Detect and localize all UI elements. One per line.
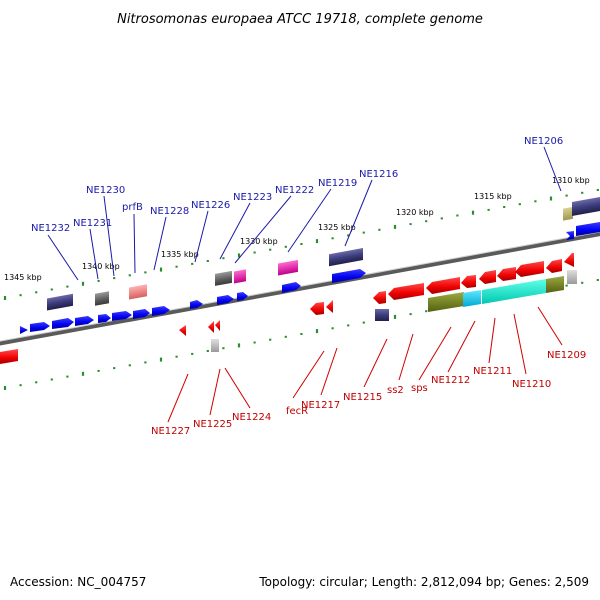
scale-label-1310: 1310 kbp (552, 176, 590, 185)
gene-label-ne1212: NE1212 (431, 375, 470, 386)
gene-arrow[interactable] (497, 267, 516, 281)
scale-label-1340: 1340 kbp (82, 262, 120, 271)
map-title: Nitrosomonas europaea ATCC 19718, comple… (117, 12, 483, 27)
gene-arrow[interactable] (326, 300, 333, 313)
gene-arrow[interactable] (112, 311, 132, 321)
gene-label-ne1210: NE1210 (512, 379, 551, 390)
gene-arrow[interactable] (0, 349, 18, 364)
gene-label-ne1231: NE1231 (73, 218, 112, 229)
gene-label-ne1225: NE1225 (193, 419, 232, 430)
gene-block[interactable] (428, 292, 464, 312)
gene-block[interactable] (463, 290, 481, 307)
gene-label-ss2: ss2 (387, 385, 404, 396)
gene-label-ne1215: NE1215 (343, 392, 382, 403)
gene-arrow[interactable] (282, 282, 301, 293)
gene-block[interactable] (278, 259, 298, 276)
scale-label-1320: 1320 kbp (396, 208, 434, 217)
gene-arrow[interactable] (98, 314, 111, 323)
gene-label-ne1219: NE1219 (318, 178, 357, 189)
gene-arrow[interactable] (215, 320, 220, 331)
gene-block[interactable] (215, 270, 232, 286)
gene-label-ne1228: NE1228 (150, 206, 189, 217)
gene-label-sps: sps (411, 383, 428, 394)
gene-arrow[interactable] (576, 222, 600, 236)
gene-label-ne1232: NE1232 (31, 223, 70, 234)
gene-block[interactable] (546, 276, 564, 293)
gene-label-prfb: prfB (122, 202, 143, 213)
gene-label-ne1224: NE1224 (232, 412, 271, 423)
gene-arrow[interactable] (75, 316, 94, 326)
gene-arrow[interactable] (52, 318, 74, 329)
gene-arrow[interactable] (479, 270, 496, 284)
gene-label-ne1217: NE1217 (301, 400, 340, 411)
gene-arrow[interactable] (564, 253, 574, 267)
gene-arrow[interactable] (426, 277, 460, 294)
scale-labels: 1345 kbp 1340 kbp 1335 kbp 1330 kbp 1325… (4, 176, 590, 282)
scale-label-1345: 1345 kbp (4, 273, 42, 282)
gene-arrow[interactable] (237, 292, 248, 301)
gene-arrow[interactable] (388, 283, 424, 300)
gene-block[interactable] (95, 291, 109, 306)
forward-gene-labels: NE1206 NE1216 NE1219 NE1222 NE1223 NE122… (31, 136, 563, 281)
scale-label-1325: 1325 kbp (318, 223, 356, 232)
gene-label-ne1230: NE1230 (86, 185, 125, 196)
gene-label-ne1206: NE1206 (524, 136, 563, 147)
gene-block[interactable] (563, 206, 573, 221)
gene-block[interactable] (129, 284, 147, 300)
gene-block[interactable] (47, 293, 73, 311)
scale-ticks-forward (3, 189, 599, 300)
gene-label-ne1227: NE1227 (151, 426, 190, 437)
gene-arrow[interactable] (208, 321, 214, 333)
accession-label: Accession: NC_004757 (10, 575, 146, 589)
gene-label-ne1211: NE1211 (473, 366, 512, 377)
gene-arrow[interactable] (332, 269, 366, 283)
gene-label-ne1216: NE1216 (359, 169, 398, 180)
gene-arrow[interactable] (20, 326, 28, 334)
gene-arrow[interactable] (461, 275, 476, 288)
gene-label-fecr: fecR (286, 406, 308, 417)
gene-block[interactable] (329, 248, 363, 267)
gene-block[interactable] (234, 269, 246, 284)
gene-label-ne1209: NE1209 (547, 350, 586, 361)
gene-block[interactable] (482, 279, 546, 304)
scale-label-1315: 1315 kbp (474, 192, 512, 201)
gene-block[interactable] (375, 309, 389, 321)
gene-arrow[interactable] (179, 325, 186, 336)
gene-block[interactable] (211, 339, 219, 352)
topology-label: Topology: circular; Length: 2,812,094 bp… (258, 575, 589, 589)
reverse-gene-labels: NE1209 NE1210 NE1211 NE1212 sps ss2 NE12… (151, 306, 586, 437)
gene-arrow[interactable] (152, 306, 170, 316)
gene-block[interactable] (567, 270, 577, 284)
scale-label-1335: 1335 kbp (161, 250, 199, 259)
gene-label-ne1226: NE1226 (191, 200, 230, 211)
gene-label-ne1222: NE1222 (275, 185, 314, 196)
scale-label-1330: 1330 kbp (240, 237, 278, 246)
gene-arrow[interactable] (133, 309, 150, 319)
gene-arrow[interactable] (217, 295, 234, 305)
gene-label-ne1223: NE1223 (233, 192, 272, 203)
reverse-strand-genes (0, 253, 577, 364)
gene-arrow[interactable] (546, 259, 562, 273)
gene-arrow[interactable] (515, 261, 544, 277)
gene-arrow[interactable] (30, 322, 50, 332)
gene-arrow[interactable] (373, 291, 386, 304)
gene-arrow[interactable] (310, 302, 324, 315)
gene-arrow[interactable] (566, 231, 574, 240)
forward-strand-genes (20, 196, 600, 334)
gene-block[interactable] (572, 196, 600, 217)
gene-arrow[interactable] (190, 300, 203, 309)
